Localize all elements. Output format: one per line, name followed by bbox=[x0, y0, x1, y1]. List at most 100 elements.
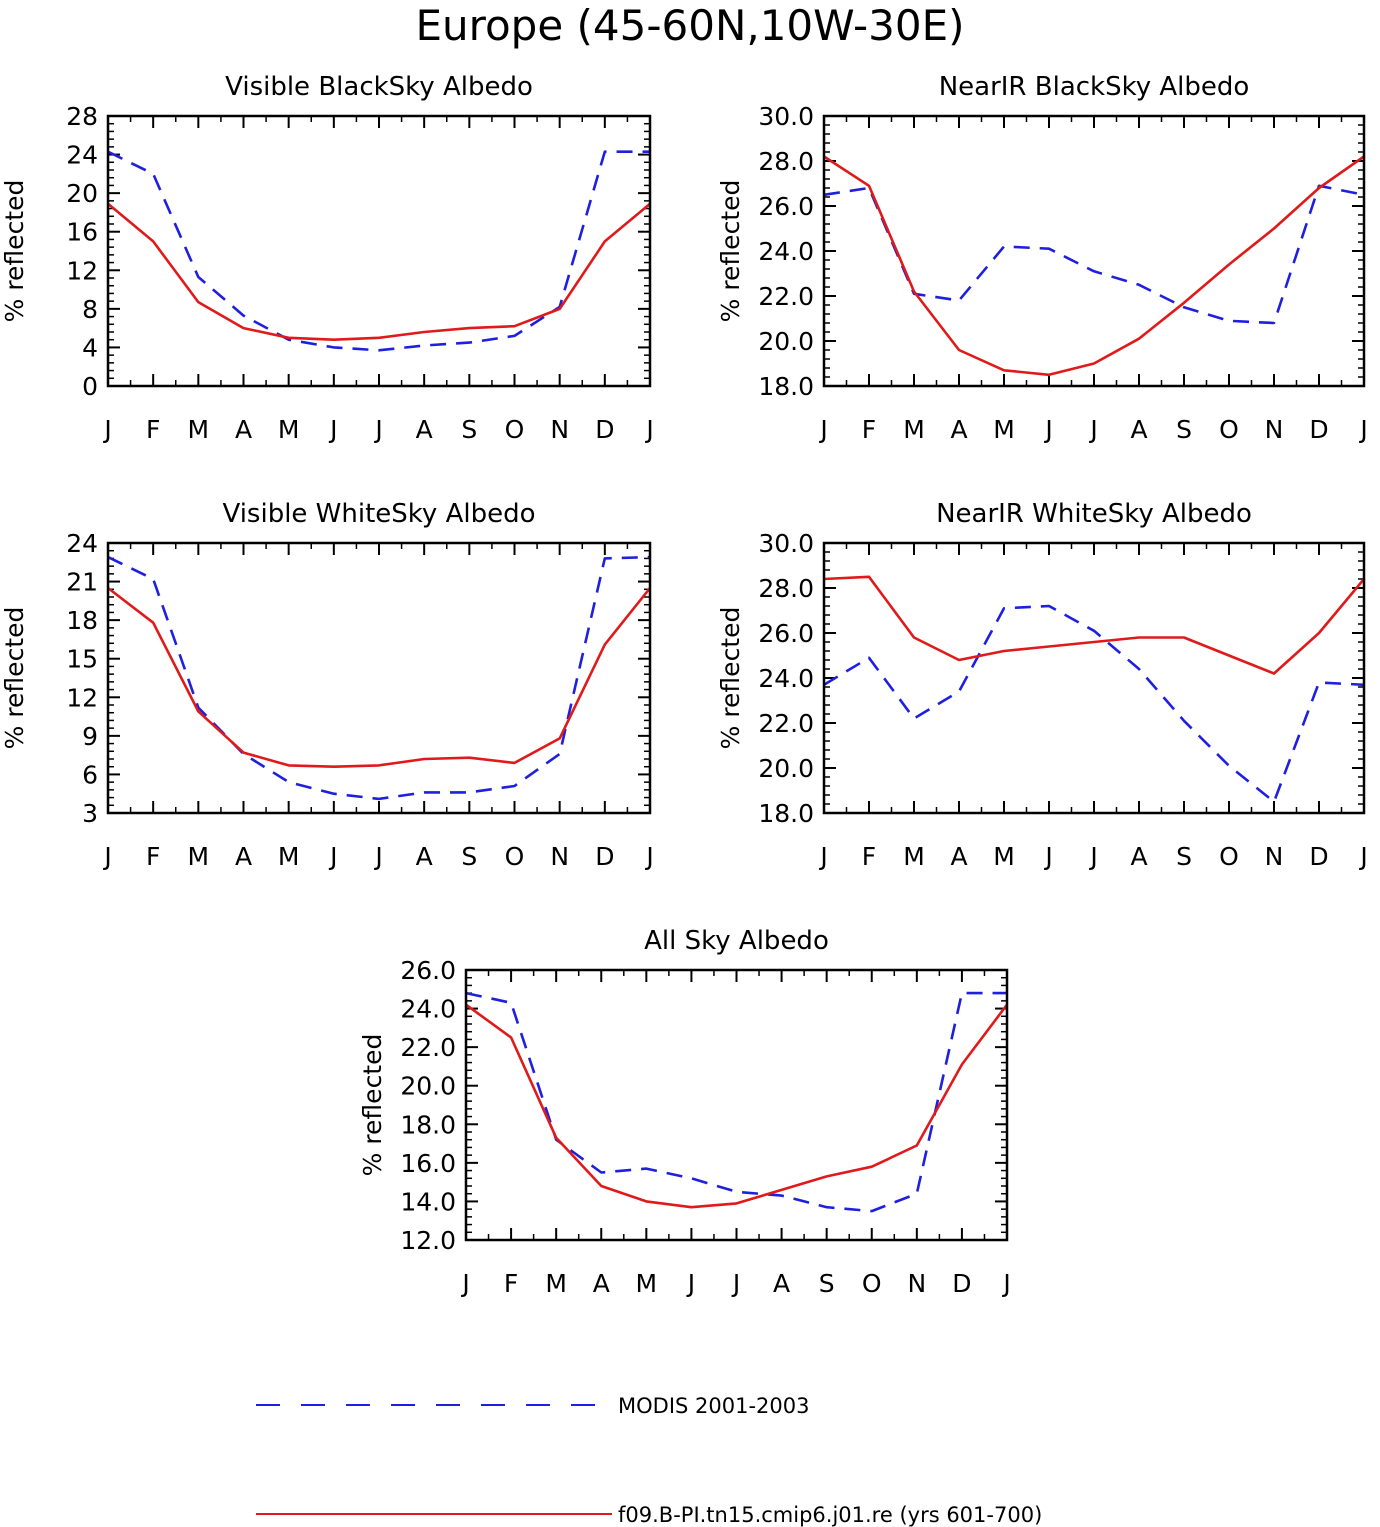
y-tick-label: 18 bbox=[66, 606, 98, 635]
x-tick-label: M bbox=[993, 842, 1015, 871]
y-tick-label: 18.0 bbox=[758, 799, 814, 828]
x-tick-label: J bbox=[686, 1269, 695, 1298]
x-tick-label: M bbox=[278, 415, 300, 444]
y-tick-label: 15 bbox=[66, 645, 98, 674]
y-tick-label: 6 bbox=[82, 760, 98, 789]
y-axis-label: % reflected bbox=[716, 607, 745, 750]
x-tick-label: M bbox=[188, 415, 210, 444]
x-tick-label: M bbox=[278, 842, 300, 871]
x-tick-label: J bbox=[102, 415, 111, 444]
x-tick-label: J bbox=[1358, 842, 1367, 871]
y-tick-label: 18.0 bbox=[758, 372, 814, 401]
y-tick-label: 28 bbox=[66, 102, 98, 131]
x-tick-label: M bbox=[188, 842, 210, 871]
legend-label: MODIS 2001-2003 bbox=[618, 1394, 809, 1418]
x-tick-label: S bbox=[461, 415, 477, 444]
x-tick-label: A bbox=[773, 1269, 790, 1298]
x-tick-label: A bbox=[235, 842, 252, 871]
x-tick-label: A bbox=[235, 415, 252, 444]
x-tick-label: A bbox=[1130, 415, 1147, 444]
panel-title: Visible BlackSky Albedo bbox=[225, 72, 533, 102]
x-tick-label: D bbox=[1309, 415, 1328, 444]
y-tick-label: 12.0 bbox=[400, 1226, 456, 1255]
x-tick-label: F bbox=[862, 842, 876, 871]
y-tick-label: 4 bbox=[82, 333, 98, 362]
panel-title: NearIR WhiteSky Albedo bbox=[936, 499, 1252, 529]
plot-frame bbox=[464, 968, 1009, 1242]
legend: MODIS 2001-2003 f09.B-PI.tn15.cmip6.j01.r… bbox=[256, 1394, 1042, 1527]
y-tick-label: 24.0 bbox=[758, 237, 814, 266]
y-tick-label: 14.0 bbox=[400, 1187, 456, 1216]
x-tick-label: O bbox=[1219, 415, 1239, 444]
y-tick-label: 12 bbox=[66, 256, 98, 285]
x-tick-label: A bbox=[416, 842, 433, 871]
y-tick-label: 20.0 bbox=[758, 754, 814, 783]
x-tick-label: J bbox=[1043, 415, 1052, 444]
x-tick-label: J bbox=[1043, 842, 1052, 871]
x-tick-label: A bbox=[950, 842, 967, 871]
x-tick-label: D bbox=[952, 1269, 971, 1298]
x-tick-label: A bbox=[416, 415, 433, 444]
y-tick-label: 22.0 bbox=[400, 1033, 456, 1062]
y-tick-label: 24.0 bbox=[400, 995, 456, 1024]
x-tick-label: J bbox=[644, 842, 653, 871]
x-tick-label: A bbox=[593, 1269, 610, 1298]
x-tick-label: S bbox=[819, 1269, 835, 1298]
series-line bbox=[107, 555, 651, 801]
x-tick-label: D bbox=[1309, 842, 1328, 871]
x-tick-label: D bbox=[595, 842, 614, 871]
plot-frame bbox=[106, 114, 652, 388]
y-tick-label: 24 bbox=[66, 529, 98, 558]
y-axis-label: % reflected bbox=[0, 180, 29, 323]
x-tick-label: J bbox=[818, 415, 827, 444]
plot-frame bbox=[822, 541, 1366, 815]
y-tick-label: 16 bbox=[66, 218, 98, 247]
series-line bbox=[107, 150, 650, 352]
plot-frame bbox=[822, 114, 1366, 388]
y-tick-label: 22.0 bbox=[758, 709, 814, 738]
x-tick-label: J bbox=[460, 1269, 469, 1298]
y-tick-label: 30.0 bbox=[758, 529, 814, 558]
x-tick-label: M bbox=[545, 1269, 567, 1298]
figure-title: Europe (45-60N,10W-30E) bbox=[415, 1, 964, 50]
y-axis-label: % reflected bbox=[358, 1034, 387, 1177]
y-tick-label: 21 bbox=[66, 568, 98, 597]
x-tick-label: A bbox=[950, 415, 967, 444]
x-tick-label: F bbox=[862, 415, 876, 444]
y-tick-label: 26.0 bbox=[400, 956, 456, 985]
y-axis-label: % reflected bbox=[0, 607, 29, 750]
series-line bbox=[107, 202, 651, 342]
panel-title: Visible WhiteSky Albedo bbox=[222, 499, 535, 529]
x-tick-label: J bbox=[1088, 415, 1097, 444]
x-tick-label: F bbox=[504, 1269, 518, 1298]
x-tick-label: S bbox=[1176, 415, 1192, 444]
y-tick-label: 16.0 bbox=[400, 1149, 456, 1178]
x-tick-label: J bbox=[818, 842, 827, 871]
y-tick-label: 20.0 bbox=[758, 327, 814, 356]
x-tick-label: O bbox=[505, 842, 525, 871]
legend-label: f09.B-PI.tn15.cmip6.j01.re (yrs 601-700) bbox=[618, 1503, 1042, 1527]
x-tick-label: J bbox=[373, 842, 382, 871]
x-tick-label: J bbox=[328, 415, 337, 444]
y-tick-label: 12 bbox=[66, 683, 98, 712]
plot-frame bbox=[106, 541, 652, 815]
x-tick-label: O bbox=[505, 415, 525, 444]
series-line bbox=[823, 184, 1365, 325]
x-tick-label: D bbox=[595, 415, 614, 444]
x-tick-label: J bbox=[1088, 842, 1097, 871]
panel-title: All Sky Albedo bbox=[644, 926, 829, 956]
y-tick-label: 0 bbox=[82, 372, 98, 401]
x-tick-label: M bbox=[636, 1269, 658, 1298]
x-tick-label: O bbox=[1219, 842, 1239, 871]
x-tick-label: N bbox=[550, 415, 569, 444]
series-line bbox=[823, 575, 1365, 675]
x-tick-label: N bbox=[1265, 842, 1284, 871]
x-tick-label: M bbox=[993, 415, 1015, 444]
x-tick-label: S bbox=[1176, 842, 1192, 871]
y-tick-label: 20.0 bbox=[400, 1072, 456, 1101]
x-tick-label: J bbox=[328, 842, 337, 871]
